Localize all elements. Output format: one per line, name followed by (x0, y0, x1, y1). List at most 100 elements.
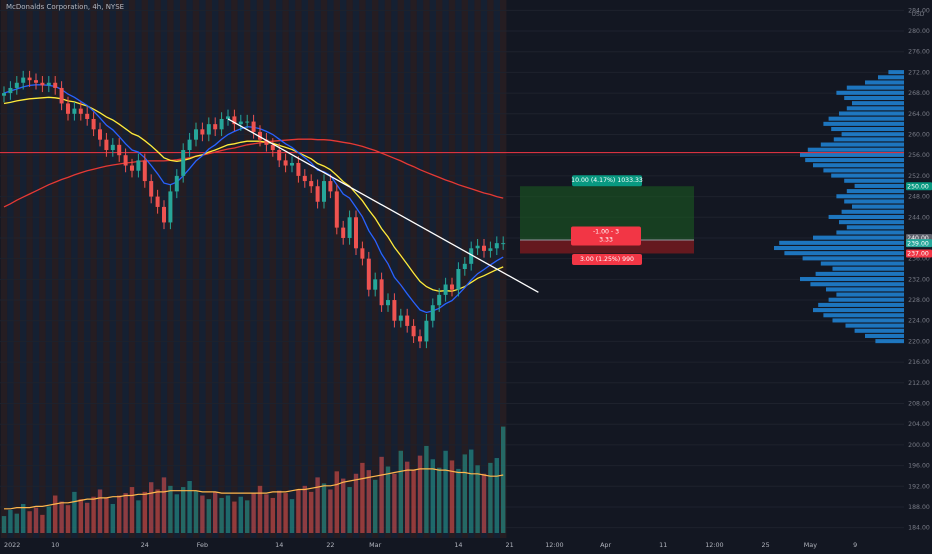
candle-body (213, 124, 218, 130)
session-stripe (186, 0, 193, 538)
session-stripe (167, 0, 174, 538)
time-tick-label: Apr (600, 541, 611, 549)
candle-body (123, 155, 128, 166)
volume-bar (430, 459, 435, 533)
session-stripe (448, 0, 456, 538)
time-tick-label: 24 (141, 541, 149, 549)
candle-body (494, 243, 499, 249)
volume-bar (469, 449, 474, 533)
price-badge-label: 240.00 (907, 235, 929, 242)
candle-body (456, 269, 461, 290)
session-stripe (64, 0, 72, 538)
session-stripe (231, 0, 238, 538)
candle-body (66, 103, 70, 114)
candle-body (251, 121, 256, 132)
target-label: 10.00 (4.17%) 1033.33 (571, 175, 643, 187)
long-position-tool[interactable]: 10.00 (4.17%) 1033.33 -1.00 - 33.33 3.00 (… (520, 175, 694, 265)
price-tick-label: 284.00 (908, 7, 930, 14)
profile-row (888, 70, 904, 75)
price-tick-label: 196.00 (908, 463, 930, 470)
volume-bar (481, 473, 487, 533)
symbol-title: McDonalds Corporation, 4h, NYSE (6, 3, 125, 11)
candle-body (347, 217, 352, 238)
trendline[interactable] (227, 118, 539, 293)
session-stripe (391, 0, 398, 538)
price-badge (906, 239, 932, 248)
candle-body (309, 181, 314, 187)
profile-row (854, 183, 904, 188)
volume-bar (193, 490, 199, 533)
session-stripe (160, 0, 168, 538)
profile-row (826, 287, 904, 292)
volume-bar (411, 470, 416, 533)
volume-bar (117, 495, 122, 533)
session-stripe (58, 0, 65, 538)
profile-row (800, 277, 904, 282)
session-stripe (301, 0, 308, 538)
profile-row (828, 297, 904, 302)
profile-row (845, 323, 904, 328)
session-stripe (384, 0, 392, 538)
volume-bar (149, 482, 154, 533)
volume-bar (443, 450, 448, 533)
price-tick-label: 280.00 (908, 28, 930, 35)
candle-body (405, 315, 410, 326)
session-stripe (404, 0, 411, 538)
session-stripe (122, 0, 129, 538)
session-stripe (84, 0, 91, 538)
session-stripe (308, 0, 315, 538)
candle-body (27, 77, 32, 81)
candle-body (91, 118, 96, 130)
price-tick-label: 212.00 (908, 380, 930, 387)
session-stripe (474, 0, 481, 538)
volume-bar (302, 485, 307, 533)
candle-body (130, 165, 134, 171)
session-stripe (295, 0, 302, 538)
volume-bar (366, 470, 371, 533)
session-stripe (397, 0, 404, 538)
profile-row (846, 106, 904, 111)
session-stripe (96, 0, 104, 538)
candle-body (187, 139, 192, 151)
trendline-segment[interactable] (227, 118, 539, 293)
volume-bar (360, 462, 365, 533)
volume-bar (72, 491, 77, 533)
price-tick-label: 188.00 (908, 504, 930, 511)
candle-body (258, 131, 262, 140)
session-stripe (372, 0, 379, 538)
candle-body (34, 80, 38, 83)
profile-row (779, 240, 904, 245)
volume-bar (232, 501, 237, 533)
profile-row (813, 235, 904, 240)
candle-body (290, 162, 294, 166)
candle-body (162, 206, 166, 223)
volume-bar (475, 465, 480, 533)
candle-body (21, 77, 26, 83)
volume-bar (296, 489, 301, 533)
session-stripe (71, 0, 78, 538)
volume-ma-line (4, 468, 504, 510)
volume-bar (129, 487, 135, 533)
session-stripe (352, 0, 360, 538)
time-axis-background (0, 538, 904, 550)
time-tick-label: 25 (762, 541, 770, 549)
volume-bar (78, 499, 83, 533)
loss-zone[interactable] (520, 240, 694, 254)
profile-row (820, 261, 904, 266)
session-stripe (218, 0, 225, 538)
profile-row (813, 308, 904, 313)
time-axis[interactable]: 2022 10 24 Feb 14 22 Mar 14 21 12:00 Apr 11 12:00 25 M… (0, 538, 904, 550)
volume-bar (174, 494, 179, 533)
volume-bar (40, 514, 45, 533)
price-axis[interactable]: USD 184.00 188.00 192.00 196.00 200.00 204.00 2… (904, 0, 932, 550)
session-stripe (154, 0, 161, 538)
session-stripe (20, 0, 27, 538)
session-stripe (237, 0, 244, 538)
time-tick-label: 11 (659, 541, 667, 549)
candle-body (450, 284, 454, 290)
profile-row (815, 271, 904, 276)
session-stripe (487, 0, 494, 538)
stop-label-text: 3.00 (1.25%) 990 (580, 256, 634, 263)
